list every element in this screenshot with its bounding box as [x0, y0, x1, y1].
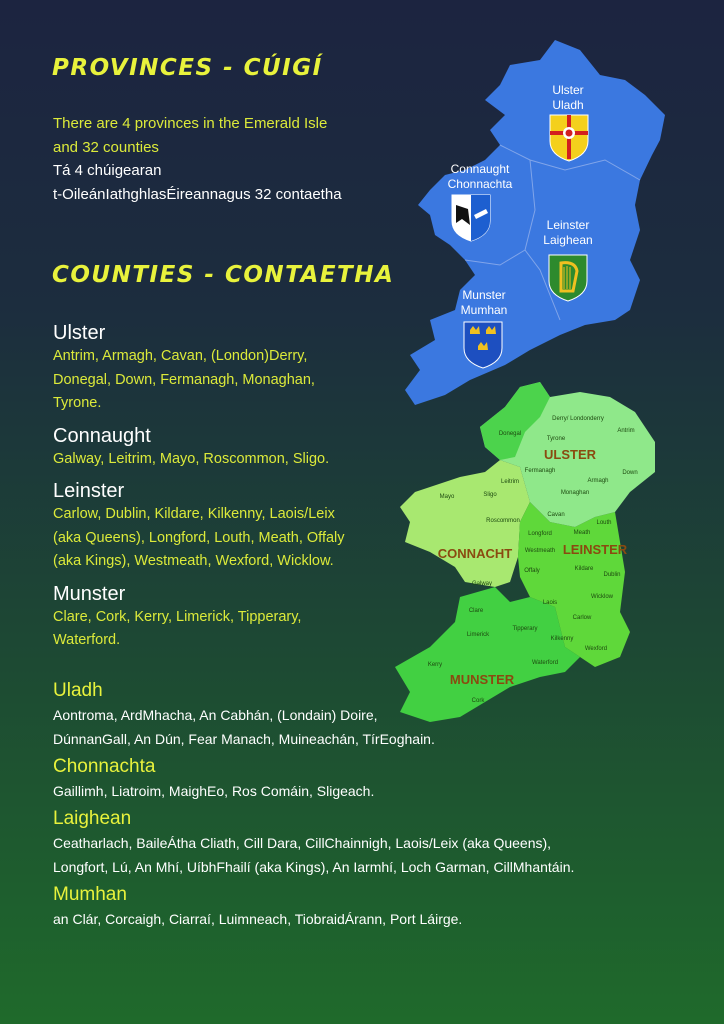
label-munster-ga: Mumhan [461, 303, 508, 317]
label-connacht: CONNACHT [438, 546, 512, 561]
county-label: Derry/ Londonderry [552, 416, 604, 422]
label-ulster: ULSTER [544, 447, 597, 462]
county-line: an Clár, Corcaigh, Ciarraí, Luimneach, T… [53, 910, 463, 927]
irish-county-list: Uladh Aontroma, ArdMhacha, An Cabhán, (L… [53, 679, 718, 931]
provinces-title: Provinces - Cúigí [52, 55, 323, 81]
county-list: Galway, Leitrim, Mayo, Roscommon, Sligo. [53, 450, 330, 467]
county-list: Carlow, Dublin, Kildare, Kilkenny, Laois… [53, 506, 345, 569]
three-crowns-shield-icon [463, 321, 503, 369]
county-map: ULSTER CONNACHT LEINSTER MUNSTER Donegal… [395, 382, 655, 722]
province-map: Ulster Uladh Connaught Chonnachta Leinst… [405, 40, 665, 405]
label-connaught-en: Connaught [451, 162, 510, 176]
county-label: Down [622, 470, 637, 476]
county-label: Cork [472, 698, 486, 704]
label-ulster-ga: Uladh [552, 98, 583, 112]
provinces-intro: There are 4 provinces in the Emerald Isl… [53, 112, 342, 206]
ireland-outline-blue [405, 40, 665, 405]
county-label: Dublin [603, 572, 620, 578]
province-heading: Munster [53, 582, 126, 605]
county-label: Leitrim [501, 479, 519, 485]
label-munster: MUNSTER [450, 672, 515, 687]
region-connacht [400, 460, 530, 587]
county-label: Laois [543, 600, 557, 606]
province-heading: Ulster [53, 322, 106, 344]
county-label: Antrim [617, 428, 634, 434]
county-line: Longfort, Lú, An Mhí, UíbhFhailí (aka Ki… [53, 858, 575, 875]
harp-shield-icon [548, 254, 588, 302]
county-label: Longford [528, 531, 552, 537]
county-label: Armagh [587, 478, 608, 484]
county-line: Aontroma, ArdMhacha, An Cabhán, (Londain… [53, 706, 378, 723]
county-lists: Ulster Antrim, Armagh, Cavan, (London)De… [53, 321, 718, 931]
county-list: Antrim, Armagh, Cavan, (London)Derry, Do… [53, 348, 315, 411]
county-label: Wexford [585, 646, 607, 652]
county-label: Tipperary [512, 626, 537, 632]
county-label: Clare [469, 608, 484, 614]
province-heading-irish: Chonnachta [53, 755, 156, 777]
label-connaught-ga: Chonnachta [448, 177, 513, 191]
province-heading: Leinster [53, 480, 125, 502]
province-heading: Connaught [53, 424, 151, 447]
county-label: Monaghan [561, 490, 589, 496]
county-line: DúnnanGall, An Dún, Fear Manach, Muineac… [53, 730, 435, 747]
label-ulster-en: Ulster [552, 83, 583, 97]
county-label: Mayo [440, 494, 455, 500]
county-label: Kerry [428, 662, 442, 668]
county-label: Sligo [483, 492, 497, 498]
intro-english-line: There are 4 provinces in the Emerald Isl… [53, 115, 328, 132]
county-label: Fermanagh [525, 468, 556, 474]
county-list: Clare, Cork, Kerry, Limerick, Tipperary,… [53, 608, 302, 649]
region-donegal [480, 382, 550, 460]
county-label: Westmeath [525, 548, 555, 554]
county-label: Donegal [499, 431, 521, 437]
county-label: Cavan [547, 512, 564, 518]
red-hand-shield-icon [549, 114, 589, 162]
eagle-arm-shield-icon [451, 194, 491, 242]
county-label: Galway [472, 581, 492, 587]
county-label: Kilkenny [551, 636, 574, 642]
county-line: Ceatharlach, BaileÁtha Cliath, Cill Dara… [53, 834, 552, 851]
county-label: Roscommon [486, 518, 520, 524]
counties-title: Counties - Contaetha [52, 262, 395, 288]
county-label: Wicklow [591, 594, 614, 600]
region-leinster [518, 502, 630, 667]
intro-irish-line: t-OileánIathghlasÉireannagus 32 contaeth… [53, 185, 342, 203]
county-label: Tyrone [547, 436, 566, 442]
province-heading-irish: Laighean [53, 807, 132, 829]
label-leinster: LEINSTER [563, 542, 628, 557]
county-label: Louth [596, 520, 611, 526]
province-heading-irish: Uladh [53, 679, 103, 701]
county-label: Carlow [573, 615, 592, 621]
county-label: Meath [574, 530, 591, 536]
english-county-list: Ulster Antrim, Armagh, Cavan, (London)De… [53, 321, 373, 653]
county-line: Gaillimh, Liatroim, MaighEo, Ros Comáin,… [53, 782, 375, 799]
county-label: Limerick [467, 632, 490, 638]
intro-english-line: and 32 counties [53, 138, 159, 156]
county-label: Offaly [524, 568, 540, 574]
county-label: Waterford [532, 660, 558, 666]
label-leinster-en: Leinster [547, 218, 590, 232]
province-heading-irish: Mumhan [53, 883, 127, 905]
label-leinster-ga: Laighean [543, 233, 592, 247]
label-munster-en: Munster [462, 288, 505, 302]
region-munster [395, 587, 580, 722]
intro-irish-line: Tá 4 chúigearan [53, 162, 162, 179]
county-label: Kildare [575, 566, 594, 572]
